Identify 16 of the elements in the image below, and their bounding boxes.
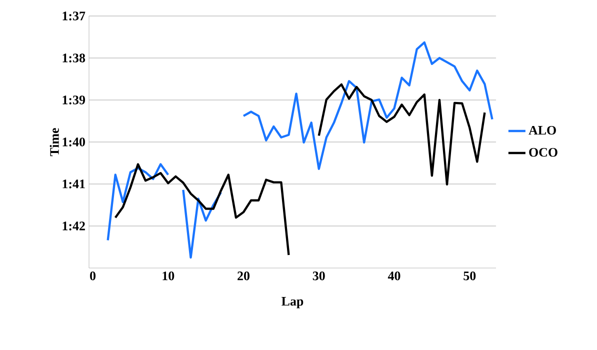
- y-tick-label: 1:42: [62, 222, 85, 230]
- x-tick-label: 40: [388, 272, 400, 280]
- x-axis-title: Lap: [282, 297, 304, 308]
- y-axis-title: Time: [50, 128, 59, 156]
- x-tick-label: 0: [90, 272, 96, 280]
- y-tick-label: 1:39: [62, 96, 86, 104]
- y-tick-label: 1:40: [62, 138, 85, 146]
- x-tick-label: 50: [464, 272, 476, 280]
- x-tick-label: 30: [312, 272, 325, 280]
- legend-label: ALO: [528, 126, 556, 135]
- x-tick-label: 10: [162, 272, 174, 280]
- y-tick-label: 1:37: [62, 12, 86, 20]
- y-tick-label: 1:41: [62, 180, 85, 188]
- y-tick-label: 1:38: [62, 54, 86, 62]
- legend-label: OCO: [529, 148, 558, 157]
- x-tick-label: 20: [238, 272, 250, 280]
